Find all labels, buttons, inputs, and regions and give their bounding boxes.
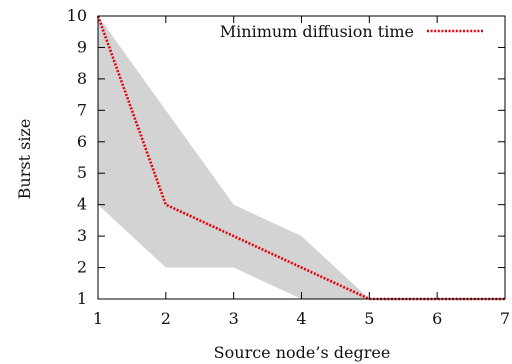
series-line-minimum-diffusion-time bbox=[96, 15, 505, 301]
y-tick-label: 8 bbox=[77, 69, 87, 88]
range-band-layer bbox=[98, 16, 505, 299]
x-tick-label: 3 bbox=[229, 309, 239, 328]
y-tick-label: 5 bbox=[77, 163, 87, 182]
legend: Minimum diffusion time bbox=[220, 22, 484, 41]
y-tick-label: 7 bbox=[77, 100, 87, 119]
y-tick-label: 10 bbox=[67, 6, 87, 25]
x-tick-label: 1 bbox=[93, 309, 103, 328]
range-band bbox=[98, 16, 505, 299]
x-tick-label: 6 bbox=[432, 309, 442, 328]
x-tick-label: 2 bbox=[161, 309, 171, 328]
y-tick-label: 6 bbox=[77, 132, 87, 151]
x-tick-label: 5 bbox=[364, 309, 374, 328]
y-tick-label: 3 bbox=[77, 226, 87, 245]
x-tick-label: 4 bbox=[296, 309, 306, 328]
x-tick-label: 7 bbox=[500, 309, 510, 328]
y-tick-label: 4 bbox=[77, 195, 87, 214]
tick-layer: 1 2 3 4 5 6 7 1 2 3 4 5 6 7 8 9 10 bbox=[67, 6, 510, 328]
legend-label: Minimum diffusion time bbox=[220, 22, 414, 41]
y-axis-label: Burst size bbox=[15, 119, 34, 200]
x-axis-label: Source node’s degree bbox=[214, 343, 391, 362]
y-tick-label: 9 bbox=[77, 37, 87, 56]
series-line-layer bbox=[96, 15, 505, 301]
y-tick-label: 1 bbox=[77, 289, 87, 308]
y-tick-label: 2 bbox=[77, 258, 87, 277]
